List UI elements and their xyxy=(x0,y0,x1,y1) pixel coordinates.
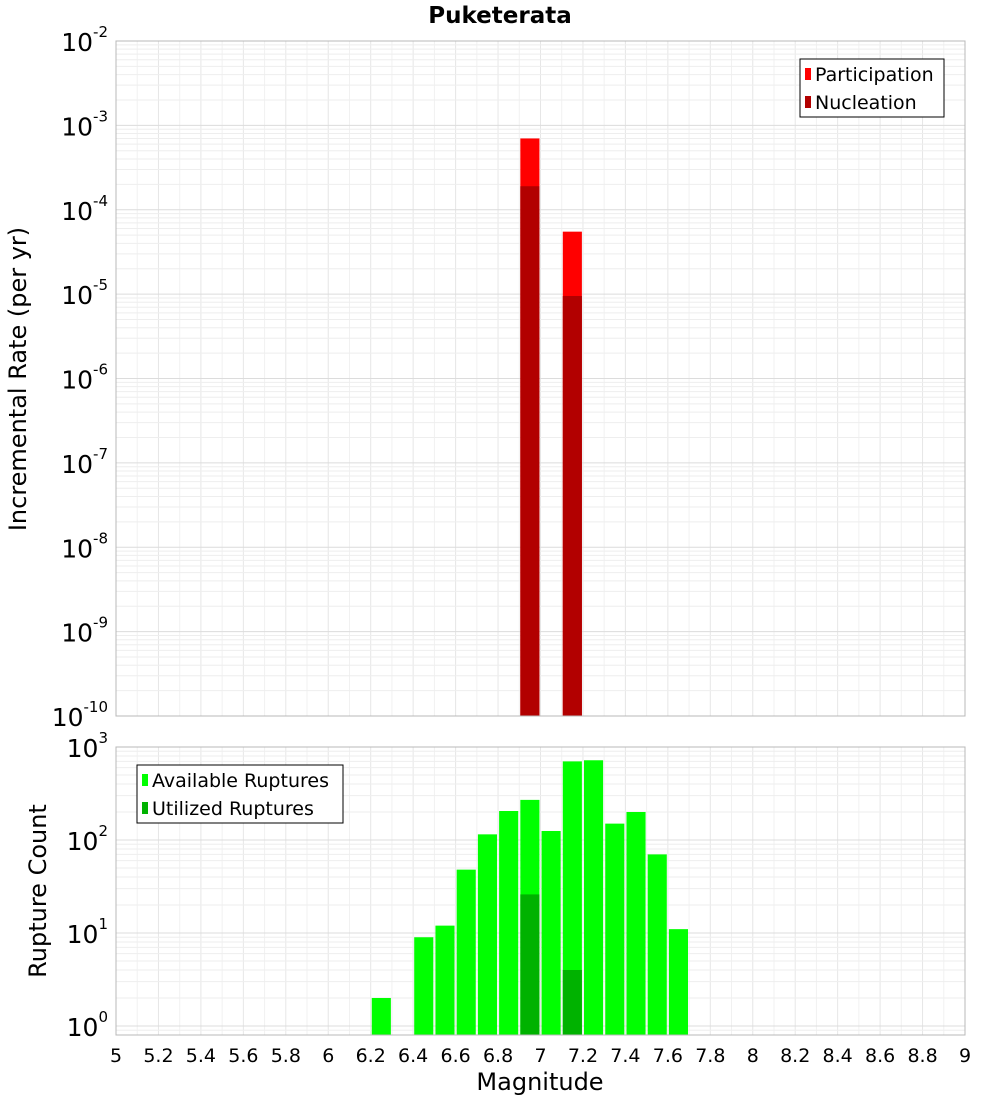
legend-box xyxy=(136,764,344,824)
x-tick-label: 8.4 xyxy=(823,1045,853,1067)
bottom-y-ticks: 103 102 101 100 xyxy=(67,729,108,1042)
bottom-bars xyxy=(371,760,689,1035)
rupture-count-panel: 103 102 101 100 5 5.2 5.4 5.6 5.8 6 6.2 6.4 6.6 6.8 7… xyxy=(24,729,971,1096)
bar-available-ruptures-6-55 xyxy=(435,925,455,1035)
bar-nucleation-7-15 xyxy=(562,296,582,716)
incremental-rate-panel: 10-2 10-3 10-4 10-5 10-6 10-7 10-8 10-9 10-10 In… xyxy=(4,23,966,732)
bar-available-ruptures-7-05 xyxy=(541,830,561,1035)
y-tick-label: 10-2 xyxy=(61,23,108,57)
x-tick-label: 8.6 xyxy=(865,1045,895,1067)
chart-title: Puketerata xyxy=(428,3,571,29)
y-tick-label: 10-10 xyxy=(52,698,108,732)
legend-label-available-ruptures: Available Ruptures xyxy=(152,770,329,792)
x-tick-label: 7.6 xyxy=(653,1045,683,1067)
top-bars xyxy=(520,138,582,717)
legend-label-utilized-ruptures: Utilized Ruptures xyxy=(152,798,314,820)
bottom-legend: Available Ruptures Utilized Ruptures xyxy=(136,764,344,824)
top-grid xyxy=(115,41,966,717)
x-tick-label: 5.2 xyxy=(143,1045,173,1067)
bar-available-ruptures-6-45 xyxy=(414,937,434,1035)
x-tick-label: 7 xyxy=(534,1045,546,1067)
legend-swatch-utilized-ruptures xyxy=(142,802,148,814)
bar-available-ruptures-6-75 xyxy=(477,834,497,1035)
top-y-axis-label: Incremental Rate (per yr) xyxy=(4,227,32,531)
top-legend: Participation Nucleation xyxy=(799,58,945,118)
y-tick-label: 100 xyxy=(67,1008,108,1042)
legend-label-participation: Participation xyxy=(815,64,934,86)
y-tick-label: 10-4 xyxy=(61,192,108,226)
x-tick-label: 6.2 xyxy=(356,1045,386,1067)
x-tick-label: 5.6 xyxy=(228,1045,258,1067)
x-tick-label: 7.2 xyxy=(568,1045,598,1067)
x-tick-label: 8.8 xyxy=(907,1045,937,1067)
top-y-ticks: 10-2 10-3 10-4 10-5 10-6 10-7 10-8 10-9 10-10 xyxy=(52,23,108,732)
y-tick-label: 10-8 xyxy=(61,529,108,563)
bar-utilized-ruptures-6-95 xyxy=(520,894,540,1035)
legend-box xyxy=(799,58,945,118)
bottom-plot-frame xyxy=(115,746,966,1036)
legend-swatch-nucleation xyxy=(805,96,811,108)
x-tick-label: 6.8 xyxy=(483,1045,513,1067)
bar-available-ruptures-6-65 xyxy=(456,869,476,1035)
x-tick-label: 5.8 xyxy=(271,1045,301,1067)
legend-label-nucleation: Nucleation xyxy=(815,92,917,114)
top-plot-frame xyxy=(115,40,966,717)
x-tick-label: 7.8 xyxy=(695,1045,725,1067)
y-tick-label: 10-5 xyxy=(61,276,108,310)
bar-available-ruptures-7-45 xyxy=(626,812,646,1035)
y-tick-label: 10-9 xyxy=(61,614,108,648)
y-tick-label: 10-6 xyxy=(61,361,108,395)
y-tick-label: 103 xyxy=(67,729,108,763)
x-tick-label: 8 xyxy=(747,1045,759,1067)
bar-available-ruptures-7-55 xyxy=(647,854,667,1035)
bar-available-ruptures-7-25 xyxy=(584,760,604,1035)
y-tick-label: 102 xyxy=(67,822,108,856)
bottom-y-axis-label: Rupture Count xyxy=(24,804,52,978)
x-tick-label: 9 xyxy=(959,1045,971,1067)
x-ticks: 5 5.2 5.4 5.6 5.8 6 6.2 6.4 6.6 6.8 7 7.2 7.4 7.6 7.8 8… xyxy=(110,1045,971,1067)
bar-available-ruptures-7-65 xyxy=(668,929,689,1035)
legend-swatch-participation xyxy=(805,68,811,80)
x-tick-label: 6.4 xyxy=(398,1045,428,1067)
bar-available-ruptures-7-15 xyxy=(562,761,582,1035)
x-tick-label: 8.2 xyxy=(780,1045,810,1067)
x-tick-label: 5 xyxy=(110,1045,122,1067)
x-axis-label: Magnitude xyxy=(476,1068,603,1096)
x-tick-label: 6.6 xyxy=(440,1045,470,1067)
bar-utilized-ruptures-7-15 xyxy=(562,969,582,1035)
bar-nucleation-6-95 xyxy=(520,186,540,716)
x-tick-label: 6 xyxy=(322,1045,334,1067)
bar-available-ruptures-6-85 xyxy=(499,811,519,1035)
legend-swatch-available-ruptures xyxy=(142,774,148,786)
bar-available-ruptures-6-25 xyxy=(371,997,391,1035)
x-tick-label: 5.4 xyxy=(186,1045,216,1067)
bar-available-ruptures-7-35 xyxy=(605,823,625,1035)
y-tick-label: 101 xyxy=(67,915,108,949)
y-tick-label: 10-7 xyxy=(61,445,108,479)
x-tick-label: 7.4 xyxy=(610,1045,640,1067)
y-tick-label: 10-3 xyxy=(61,107,108,141)
